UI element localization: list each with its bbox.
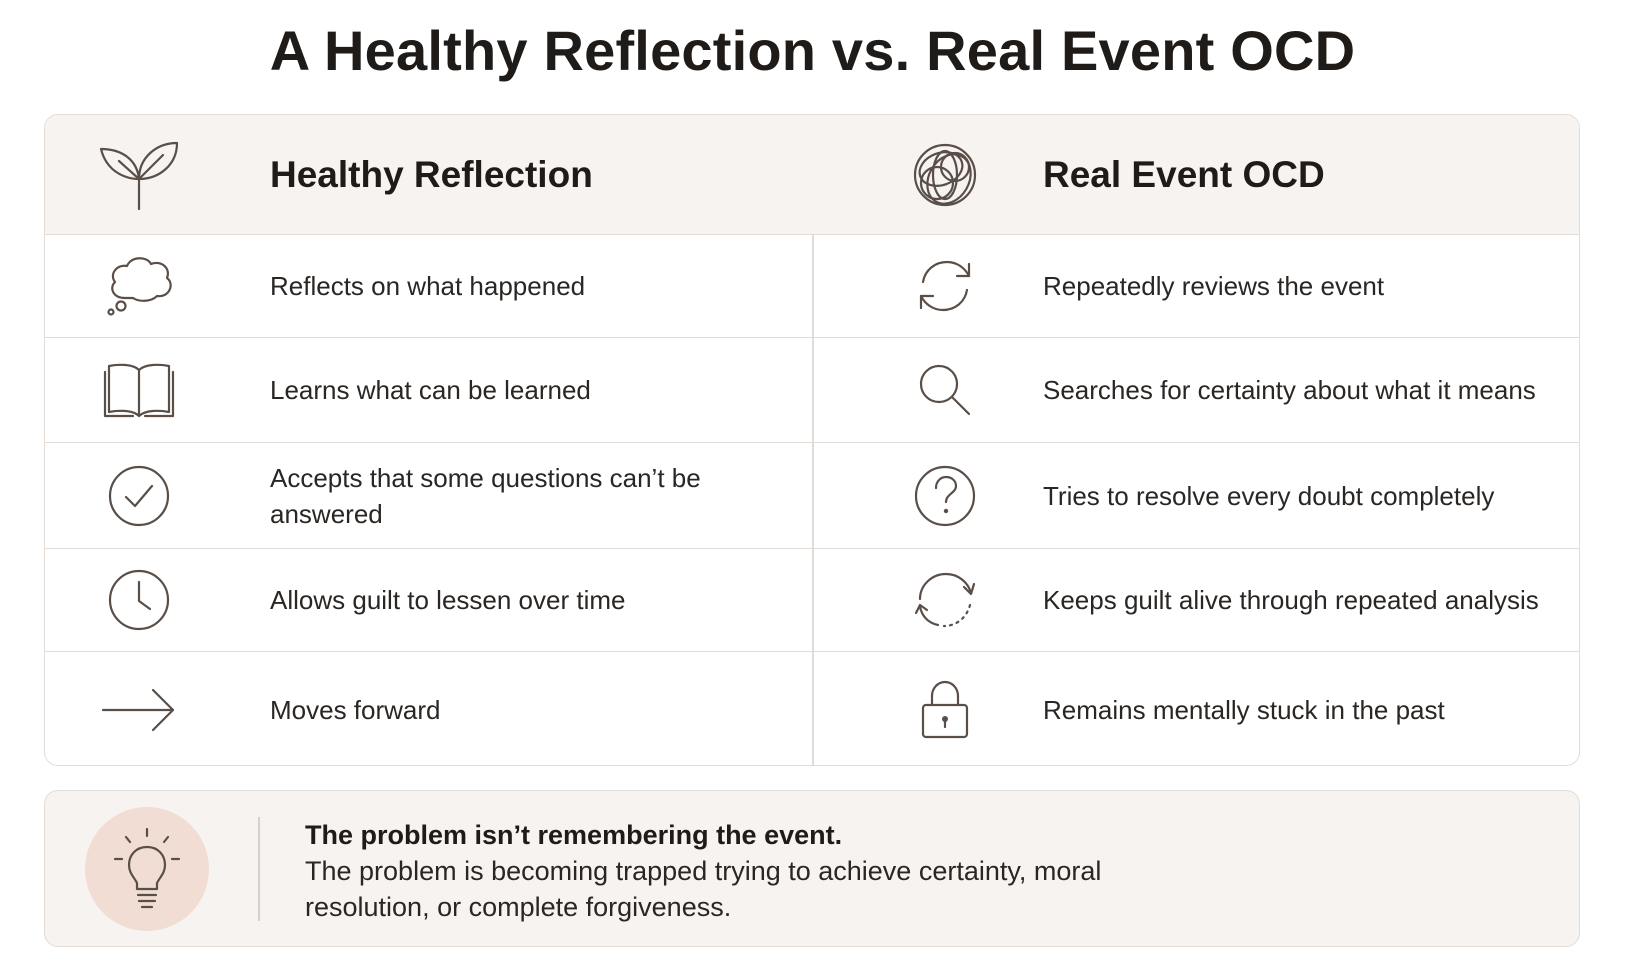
header-healthy-reflection: Healthy Reflection <box>270 153 593 195</box>
header-real-event-ocd: Real Event OCD <box>1043 153 1325 195</box>
refresh-cycle-icon <box>915 256 975 316</box>
lightbulb-badge <box>85 807 209 931</box>
key-insight-callout: The problem isn’t remembering the event.… <box>44 790 1580 947</box>
healthy-text: Accepts that some questions can’t be ans… <box>270 462 701 529</box>
callout-body: The problem is becoming trapped trying t… <box>305 856 1102 922</box>
magnifier-icon <box>915 360 975 420</box>
ocd-text: Remains mentally stuck in the past <box>1043 694 1445 725</box>
table-header-row: Healthy Reflection Real Event OCD <box>45 115 1579 235</box>
row-cell-healthy: Allows guilt to lessen over time <box>45 549 812 651</box>
row-cell-ocd: Keeps guilt alive through repeated analy… <box>814 549 1579 651</box>
lightbulb-icon <box>112 827 182 911</box>
row-cell-ocd: Remains mentally stuck in the past <box>814 652 1579 765</box>
row-cell-ocd: Repeatedly reviews the event <box>814 235 1579 337</box>
ocd-text: Keeps guilt alive through repeated analy… <box>1043 585 1539 615</box>
row-cell-healthy: Learns what can be learned <box>45 338 812 442</box>
page-title: A Healthy Reflection vs. Real Event OCD <box>269 19 1356 82</box>
dotted-cycle-icon <box>914 569 976 631</box>
column-divider <box>812 115 814 765</box>
callout-message: The problem isn’t remembering the event.… <box>305 817 1205 925</box>
healthy-text: Moves forward <box>270 694 441 725</box>
healthy-text: Reflects on what happened <box>270 271 586 301</box>
table-row: Moves forward Remains mentally stuck in … <box>45 652 1579 765</box>
table-row: Learns what can be learned Searches for … <box>45 338 1579 443</box>
padlock-icon <box>919 679 971 741</box>
table-row: Reflects on what happened Repeatedly rev… <box>45 235 1579 338</box>
check-circle-icon <box>107 464 171 528</box>
healthy-text: Allows guilt to lessen over time <box>270 585 626 615</box>
table-row: Accepts that some questions can’t be ans… <box>45 443 1579 549</box>
row-cell-healthy: Reflects on what happened <box>45 235 812 337</box>
arrow-right-icon <box>101 686 177 734</box>
sprout-icon <box>97 139 181 211</box>
comparison-table: Healthy Reflection Real Event OCD <box>44 114 1580 766</box>
callout-headline: The problem isn’t remembering the event. <box>305 820 843 850</box>
ocd-text: Tries to resolve every doubt completely <box>1043 480 1495 511</box>
table-row: Allows guilt to lessen over time Keeps g… <box>45 549 1579 652</box>
tangled-circles-icon <box>907 139 983 211</box>
ocd-text: Repeatedly reviews the event <box>1043 271 1385 301</box>
row-cell-healthy: Moves forward <box>45 652 812 765</box>
clock-icon <box>107 568 171 632</box>
header-cell-ocd: Real Event OCD <box>814 115 1579 234</box>
open-book-icon <box>103 360 175 420</box>
question-circle-icon <box>913 464 977 528</box>
header-cell-healthy: Healthy Reflection <box>45 115 812 234</box>
row-cell-ocd: Searches for certainty about what it mea… <box>814 338 1579 442</box>
ocd-text: Searches for certainty about what it mea… <box>1043 375 1536 405</box>
row-cell-healthy: Accepts that some questions can’t be ans… <box>45 443 812 548</box>
row-cell-ocd: Tries to resolve every doubt completely <box>814 443 1579 548</box>
callout-divider <box>258 817 260 921</box>
thought-bubble-icon <box>103 254 175 318</box>
healthy-text: Learns what can be learned <box>270 375 591 405</box>
